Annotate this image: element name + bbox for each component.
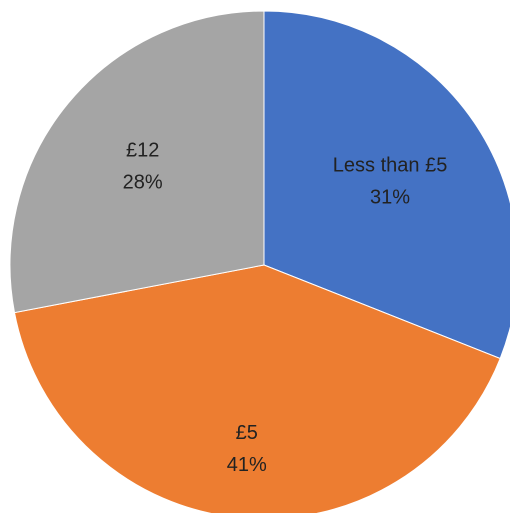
pie-slice (13, 264, 501, 513)
slice-category-label: £12 (126, 140, 159, 162)
slice-percent-label: 41% (227, 454, 267, 476)
pie-slice (9, 10, 265, 314)
slice-percent-label: 31% (370, 186, 410, 208)
slice-category-label: £5 (236, 422, 258, 444)
slice-percent-label: 28% (123, 172, 163, 194)
pie-slice (263, 10, 510, 360)
slice-category-label: Less than £5 (333, 154, 448, 176)
